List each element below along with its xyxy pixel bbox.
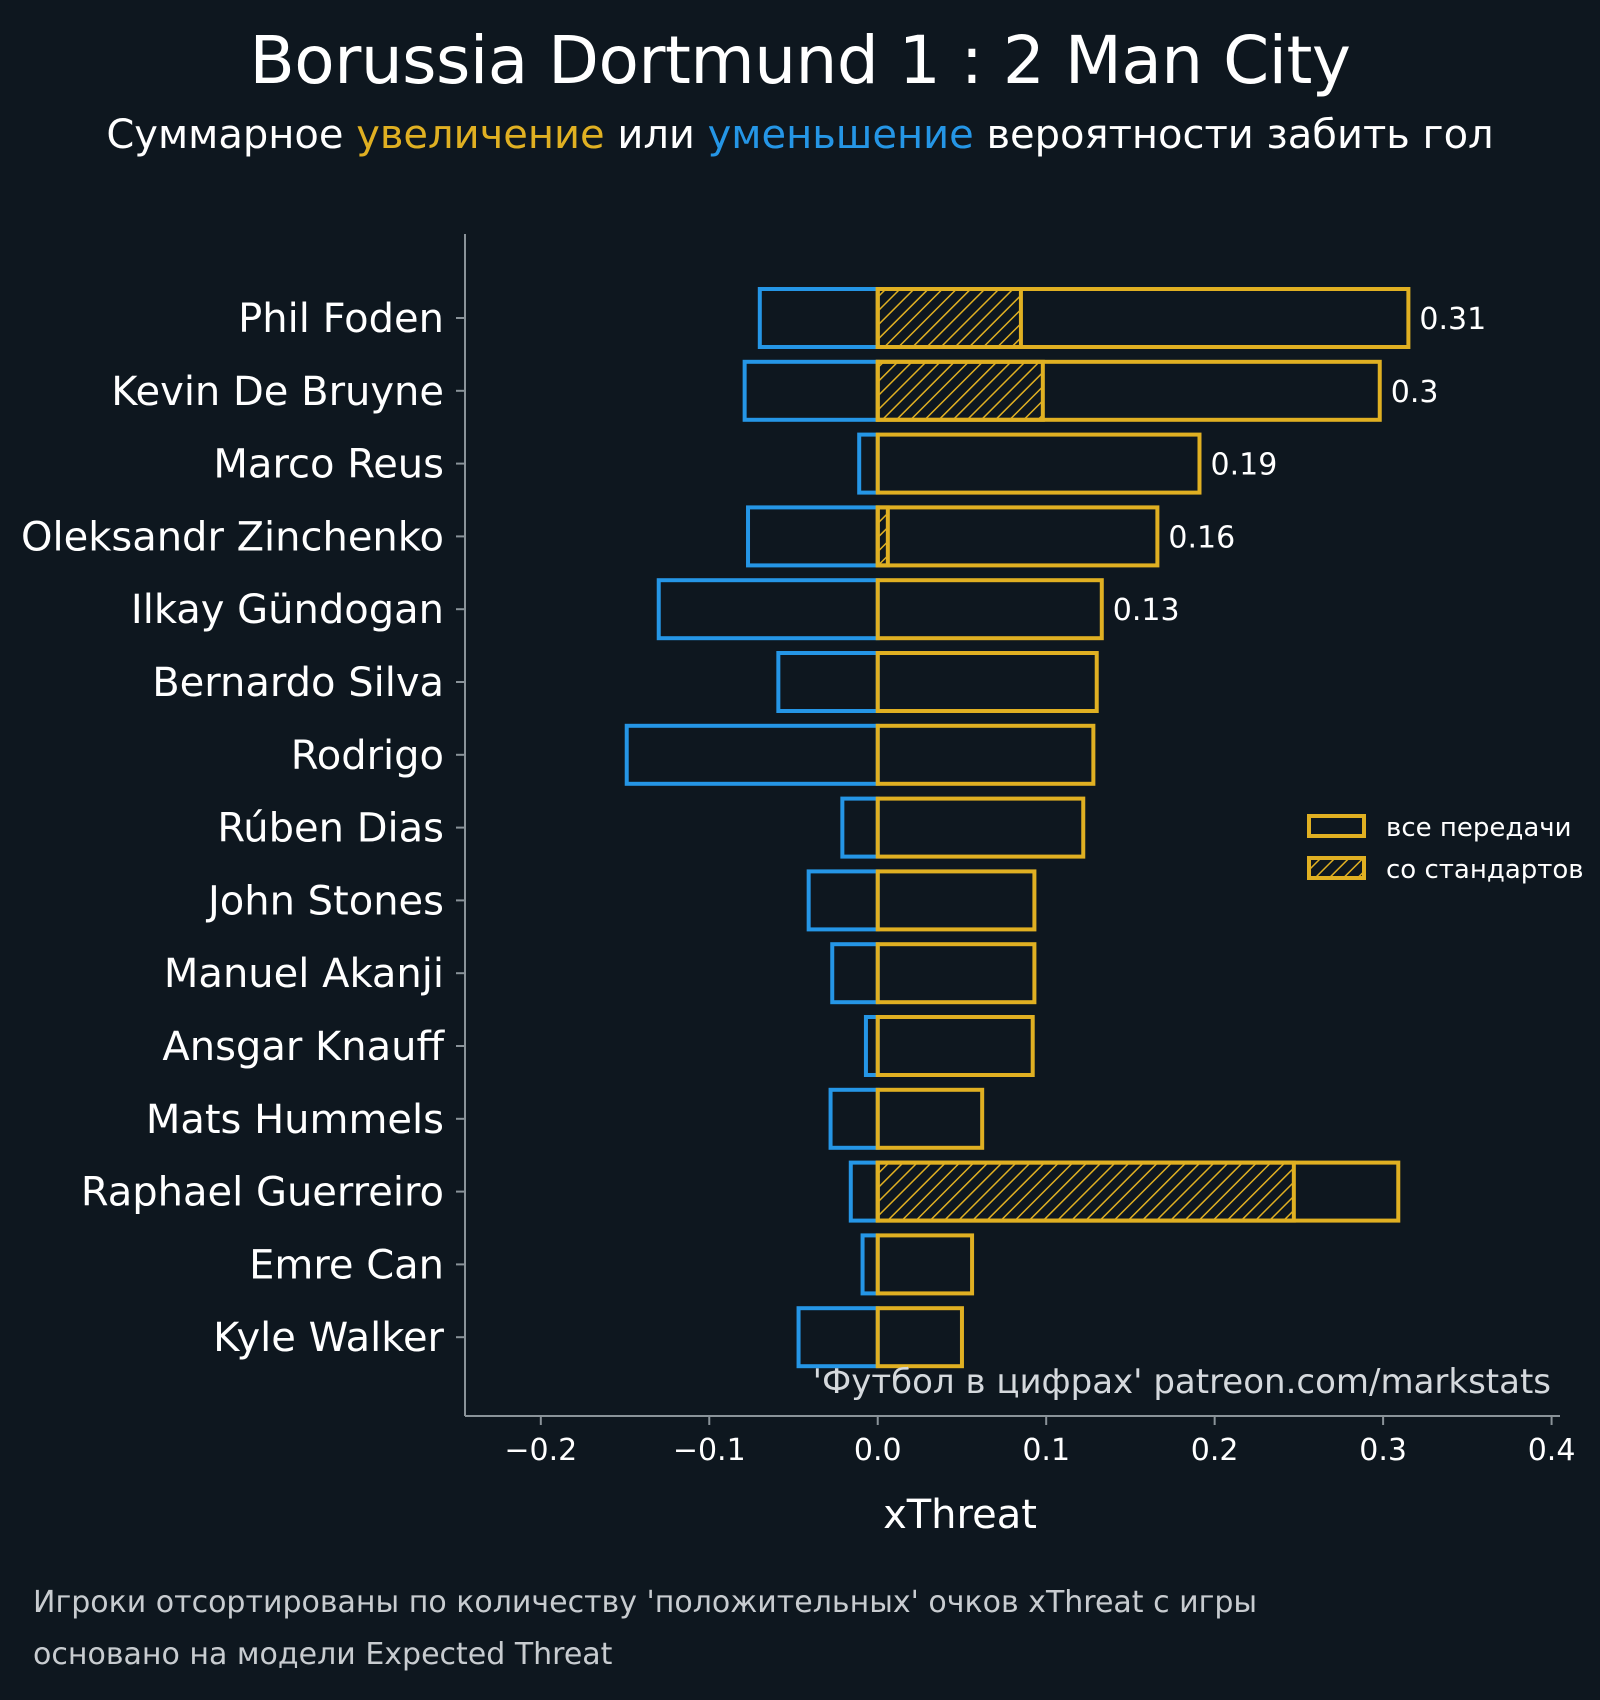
bar-positive bbox=[875, 1015, 1035, 1077]
bar-value-label: 0.19 bbox=[1210, 448, 1277, 483]
x-tick-label: 0.4 bbox=[1528, 1433, 1576, 1468]
bar-set-pieces bbox=[875, 287, 1023, 349]
subtitle-increase-word: увеличение bbox=[356, 112, 605, 158]
y-tick-label: Raphael Guerreiro bbox=[81, 1170, 444, 1216]
bar-negative bbox=[742, 359, 880, 422]
bar-set-pieces bbox=[875, 1160, 1296, 1223]
y-tick-label: Phil Foden bbox=[238, 296, 444, 342]
bar-value-label: 0.31 bbox=[1419, 302, 1486, 337]
bar-negative bbox=[624, 723, 880, 786]
bar-positive bbox=[875, 942, 1037, 1005]
bar-negative bbox=[848, 1160, 880, 1223]
bar-positive bbox=[875, 1306, 964, 1369]
bar-value-label: 0.3 bbox=[1391, 375, 1439, 410]
y-tick-label: Ilkay Gündogan bbox=[131, 587, 444, 633]
y-tick-label: Rodrigo bbox=[291, 733, 444, 779]
y-tick-label: John Stones bbox=[205, 878, 444, 924]
bars-layer: 0.31 0.3 0.19 0.16 0.13 bbox=[624, 287, 1486, 1369]
y-tick-label: Rúben Dias bbox=[217, 806, 444, 852]
legend-label-all-passes: все передачи bbox=[1386, 813, 1572, 843]
y-tick-label: Ansgar Knauff bbox=[162, 1024, 445, 1070]
y-tick-label: Kevin De Bruyne bbox=[111, 369, 444, 415]
watermark: 'Футбол в цифрах' patreon.com/markstats bbox=[813, 1362, 1551, 1402]
bar-value-label: 0.16 bbox=[1168, 520, 1235, 555]
bar-negative bbox=[860, 1233, 880, 1296]
bar-positive bbox=[875, 651, 1099, 713]
subtitle-prefix: Суммарное bbox=[106, 112, 357, 158]
bar-positive bbox=[875, 1233, 975, 1296]
y-tick-label: Marco Reus bbox=[213, 442, 444, 488]
legend-swatch-set-pieces bbox=[1307, 856, 1366, 880]
bar-negative bbox=[806, 869, 880, 932]
bar-set-pieces bbox=[875, 359, 1045, 422]
subtitle-suffix: вероятности забить гол bbox=[973, 112, 1494, 158]
chart-title: Borussia Dortmund 1 : 2 Man City bbox=[249, 22, 1351, 99]
x-tick-label: 0.1 bbox=[1022, 1433, 1070, 1468]
legend-label-set-pieces: со стандартов bbox=[1386, 855, 1584, 885]
bar-positive bbox=[875, 796, 1086, 859]
x-tick-label: 0.2 bbox=[1191, 1433, 1239, 1468]
chart-subtitle: Суммарное увеличение или уменьшение веро… bbox=[0, 112, 1600, 158]
bar-positive bbox=[875, 505, 1160, 568]
subtitle-middle: или bbox=[604, 112, 708, 158]
y-tick-label: Emre Can bbox=[249, 1242, 444, 1288]
footnote-sorting: Игроки отсортированы по количеству 'поло… bbox=[33, 1585, 1258, 1620]
y-tick-label: Mats Hummels bbox=[146, 1097, 444, 1143]
bar-negative bbox=[830, 942, 880, 1005]
y-axis: Phil Foden Kevin De Bruyne Marco Reus Oleks… bbox=[21, 234, 466, 1416]
bar-positive bbox=[875, 723, 1096, 786]
legend-swatch-all-passes bbox=[1307, 814, 1366, 838]
bar-negative bbox=[857, 432, 880, 495]
bar-positive bbox=[875, 1087, 985, 1150]
y-tick-label: Manuel Akanji bbox=[164, 951, 444, 997]
bar-negative bbox=[776, 651, 880, 713]
x-axis-label: xThreat bbox=[883, 1492, 1037, 1538]
bar-positive bbox=[875, 869, 1037, 932]
bar-negative bbox=[840, 796, 880, 859]
bar-negative bbox=[746, 505, 880, 568]
bar-negative bbox=[796, 1306, 880, 1369]
y-tick-label: Kyle Walker bbox=[213, 1315, 444, 1361]
x-axis: −0.2 −0.1 0.0 0.1 0.2 0.3 0.4 bbox=[465, 1415, 1576, 1468]
x-tick-label: 0.3 bbox=[1359, 1433, 1407, 1468]
bar-value-label: 0.13 bbox=[1113, 593, 1180, 628]
bar-negative bbox=[757, 287, 880, 349]
y-tick-label: Bernardo Silva bbox=[152, 660, 444, 706]
x-tick-label: 0.0 bbox=[854, 1433, 902, 1468]
bar-negative bbox=[828, 1087, 880, 1150]
x-tick-label: −0.2 bbox=[504, 1433, 577, 1468]
footnote-model: основано на модели Expected Threat bbox=[33, 1637, 613, 1672]
subtitle-decrease-word: уменьшение bbox=[707, 112, 974, 158]
bar-positive bbox=[875, 432, 1202, 495]
legend: все передачи со стандартов bbox=[1307, 813, 1584, 885]
y-tick-label: Oleksandr Zinchenko bbox=[21, 514, 444, 560]
bar-negative bbox=[656, 578, 880, 641]
bar-set-pieces bbox=[875, 505, 890, 568]
bar-positive bbox=[875, 578, 1104, 641]
x-tick-label: −0.1 bbox=[673, 1433, 746, 1468]
